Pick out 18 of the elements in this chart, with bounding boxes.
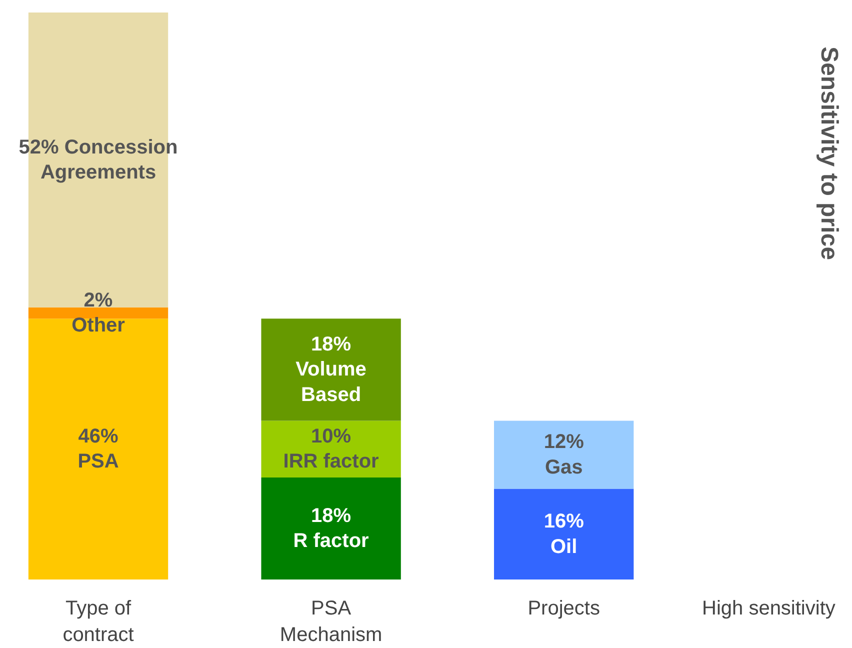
text: Sensitivity to price [816,46,843,260]
data-label: 46% PSA [78,425,119,473]
data-label: 2% Other [72,289,126,337]
data-label: 10% IRR factor [283,425,380,473]
x-tick-label: PSA Mechanism [280,598,382,646]
data-label: 12% Gas [544,431,584,478]
bar [261,477,401,580]
bar [494,488,634,580]
bar [261,318,401,421]
data-label: 18% Volume Based [296,333,366,406]
bar [28,307,168,319]
x-tick-label: Type of contract [62,598,134,646]
data-label: 18% R factor [293,504,370,552]
data-label: 16% Oil [544,510,584,558]
x-tick-label: Projects [528,598,600,620]
text: High sensitivity [702,598,836,620]
bar [494,420,634,489]
bar [28,318,168,580]
